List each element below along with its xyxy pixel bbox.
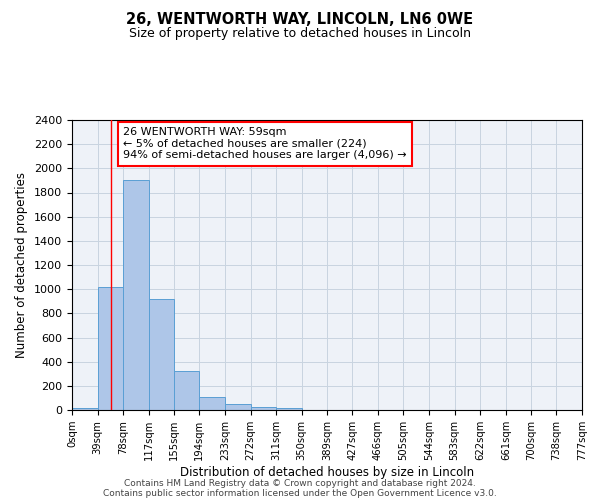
- Bar: [251, 407, 276, 410]
- Bar: [149, 299, 174, 410]
- Text: Contains public sector information licensed under the Open Government Licence v3: Contains public sector information licen…: [103, 488, 497, 498]
- Bar: [276, 408, 302, 410]
- Text: 26, WENTWORTH WAY, LINCOLN, LN6 0WE: 26, WENTWORTH WAY, LINCOLN, LN6 0WE: [127, 12, 473, 28]
- Bar: [72, 408, 98, 410]
- Bar: [174, 372, 199, 410]
- Text: Contains HM Land Registry data © Crown copyright and database right 2024.: Contains HM Land Registry data © Crown c…: [124, 478, 476, 488]
- X-axis label: Distribution of detached houses by size in Lincoln: Distribution of detached houses by size …: [180, 466, 474, 478]
- Bar: [199, 398, 225, 410]
- Bar: [225, 404, 251, 410]
- Bar: [123, 180, 149, 410]
- Text: Size of property relative to detached houses in Lincoln: Size of property relative to detached ho…: [129, 28, 471, 40]
- Bar: [98, 287, 123, 410]
- Y-axis label: Number of detached properties: Number of detached properties: [16, 172, 28, 358]
- Text: 26 WENTWORTH WAY: 59sqm
← 5% of detached houses are smaller (224)
94% of semi-de: 26 WENTWORTH WAY: 59sqm ← 5% of detached…: [123, 127, 407, 160]
